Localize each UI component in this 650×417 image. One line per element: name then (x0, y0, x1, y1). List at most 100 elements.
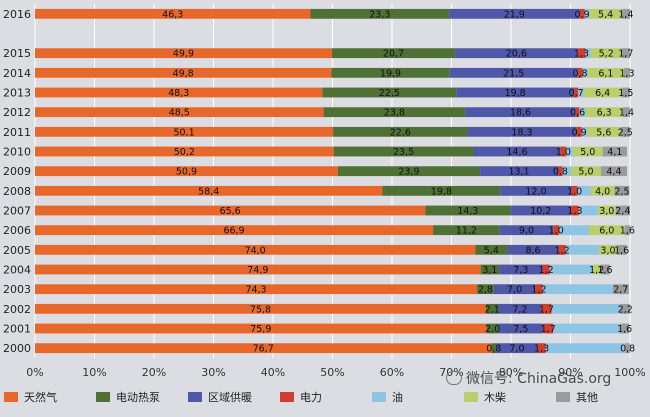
bar-segment (590, 185, 615, 196)
x-tick-label: 30% (201, 366, 225, 379)
legend-label: 电动热泵 (116, 391, 160, 404)
bar-segment (480, 264, 500, 275)
y-category-label: 2013 (3, 87, 31, 100)
bar-segment (425, 205, 511, 216)
y-category-label: 2004 (3, 264, 31, 277)
bar-segment (600, 166, 628, 177)
bar-segment (333, 146, 474, 157)
bar-value-label: 49,8 (173, 68, 194, 79)
bar-segment (35, 205, 426, 216)
bar-value-label: 10,2 (530, 206, 551, 217)
bar-value-label: 50,9 (176, 167, 197, 178)
bar-segment (35, 146, 334, 157)
bar-value-label: 1,7 (541, 324, 556, 335)
bar-value-label: 50,1 (173, 127, 194, 138)
bar-segment (542, 284, 613, 295)
bar-value-label: 74,0 (245, 245, 266, 256)
y-category-label: 2010 (3, 146, 31, 159)
labels-layer: 46,3 23,3 21,9 0,9 5,4 1,4 49,9 20,7 20,6 1,3 5,2 1… (162, 9, 635, 354)
bar-value-label: 1,2 (539, 265, 554, 276)
bar-segment (499, 225, 554, 236)
bar-segment (614, 185, 630, 196)
bar-segment (619, 323, 630, 334)
bar-value-label: 14,6 (506, 147, 527, 158)
bar-segment (558, 166, 563, 177)
bar-segment (475, 244, 508, 255)
y-category-label: 2001 (3, 323, 31, 336)
bar-segment (571, 185, 578, 196)
bar-segment (585, 107, 623, 118)
bar-value-label: 2,2 (618, 304, 633, 315)
bar-segment (584, 8, 590, 19)
bar-value-label: 5,6 (596, 127, 611, 138)
bar-value-label: 13,1 (508, 167, 529, 178)
bar-segment (559, 225, 589, 236)
y-category-label: 2005 (3, 244, 31, 257)
bar-segment (549, 264, 594, 275)
bar-segment (35, 284, 478, 295)
bar-value-label: 65,6 (220, 206, 241, 217)
bar-segment (465, 107, 576, 118)
bar-value-label: 2,8 (478, 285, 493, 296)
bar-segment (498, 323, 544, 334)
bar-value-label: 1,6 (597, 265, 612, 276)
bar-value-label: 3,1 (482, 265, 497, 276)
bar-segment (612, 284, 629, 295)
bar-value-label: 5,0 (580, 147, 595, 158)
legend-swatch (464, 392, 478, 402)
bar-value-label: 49,9 (173, 49, 194, 60)
x-tick-label: 50% (320, 366, 344, 379)
bar-value-label: 5,0 (578, 167, 593, 178)
bar-value-label: 4,4 (606, 167, 621, 178)
bar-value-label: 19,8 (505, 88, 526, 99)
bar-segment (587, 67, 625, 78)
bar-segment (496, 343, 538, 354)
legend-swatch (372, 392, 386, 402)
bar-segment (477, 284, 494, 295)
bar-value-label: 0,9 (575, 9, 590, 20)
bar-value-label: 11,2 (456, 226, 477, 237)
bar-value-label: 0,9 (572, 127, 587, 138)
bar-value-label: 1,6 (617, 324, 632, 335)
watermark-text: 微信号: ChinaGas.org (466, 371, 612, 387)
bar-segment (578, 87, 584, 98)
bar-segment (551, 303, 621, 314)
bar-value-label: 5,4 (484, 245, 499, 256)
bar-value-label: 48,3 (168, 88, 189, 99)
x-tick-label: 10% (82, 366, 106, 379)
bar-value-label: 21,9 (504, 9, 525, 20)
bar-segment (433, 225, 500, 236)
bar-value-label: 1,6 (620, 226, 635, 237)
bar-value-label: 7,2 (512, 304, 527, 315)
bar-segment (585, 48, 591, 59)
legend-swatch (188, 392, 202, 402)
bar-value-label: 2,7 (613, 285, 628, 296)
bar-segment (333, 126, 468, 137)
bar-value-label: 66,9 (223, 226, 244, 237)
legend-label: 油 (392, 390, 403, 404)
bar-value-label: 1,7 (618, 49, 633, 60)
bar-segment (587, 126, 621, 137)
bar-segment (571, 205, 579, 216)
bar-segment (622, 107, 630, 118)
bar-value-label: 6,3 (597, 108, 612, 119)
bar-value-label: 18,3 (511, 127, 532, 138)
bar-segment (35, 87, 323, 98)
bar-segment (35, 244, 476, 255)
bar-value-label: 0,8 (572, 68, 587, 79)
bar-value-label: 75,8 (250, 304, 271, 315)
bar-segment (467, 126, 577, 137)
y-category-label: 2015 (3, 47, 31, 60)
bar-segment (578, 205, 598, 216)
bar-value-label: 6,1 (598, 68, 613, 79)
bar-segment (510, 205, 572, 216)
bar-segment (331, 48, 456, 59)
bar-segment (331, 67, 450, 78)
bar-segment (620, 126, 630, 137)
y-category-label: 2003 (3, 283, 31, 296)
bar-segment (323, 107, 466, 118)
bar-segment (560, 146, 567, 157)
bar-value-label: 14,3 (457, 206, 478, 217)
bar-value-label: 46,3 (162, 9, 183, 20)
